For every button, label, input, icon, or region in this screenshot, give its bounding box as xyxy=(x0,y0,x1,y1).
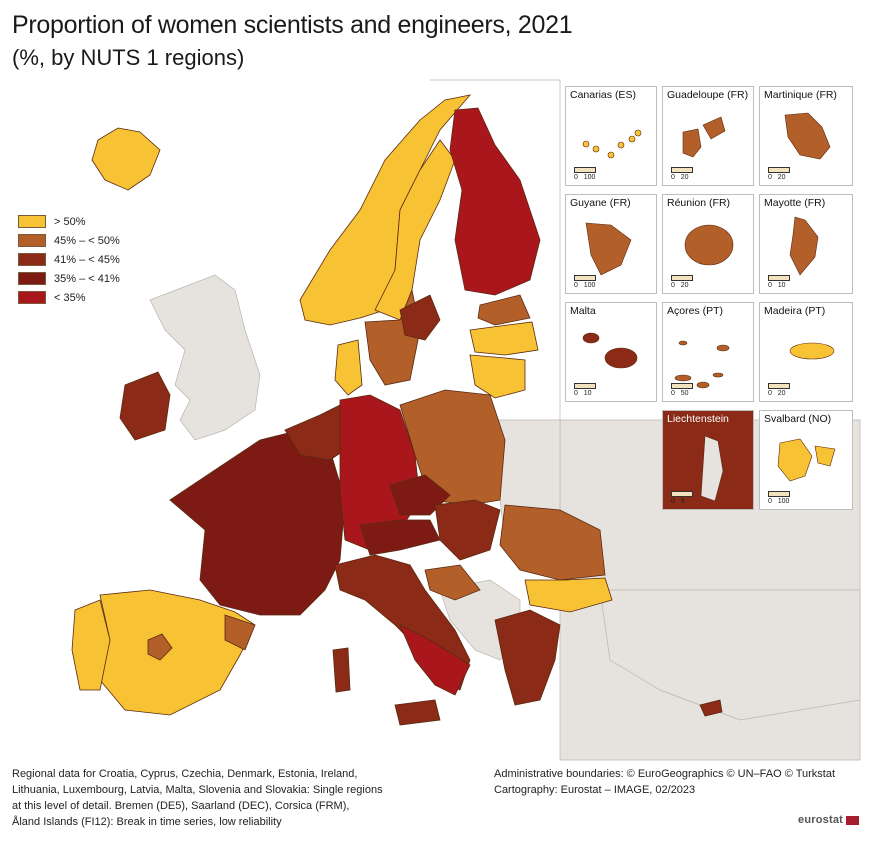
footnote-line: Åland Islands (FI12): Break in time seri… xyxy=(12,816,282,828)
scale-bar: 0 20 xyxy=(768,383,790,397)
legend-item: 35% – < 41% xyxy=(18,269,120,288)
region-hungary xyxy=(434,499,501,561)
region-italy-south xyxy=(399,624,471,696)
inset-title: Réunion (FR) xyxy=(667,197,731,209)
region-finland xyxy=(449,107,541,296)
legend-swatch xyxy=(18,215,46,228)
legend-label: 41% – < 45% xyxy=(54,253,120,266)
scale-bar: 0 5 xyxy=(671,491,693,505)
footnote-line: Lithuania, Luxembourg, Latvia, Malta, Sl… xyxy=(12,784,383,796)
region-ireland xyxy=(119,371,171,441)
region-sicily xyxy=(394,699,441,726)
eu-regions xyxy=(71,94,723,726)
scale-bar: 0 100 xyxy=(768,491,790,505)
inset-map xyxy=(784,112,831,160)
inset-title: Guyane (FR) xyxy=(570,197,631,209)
region-cyprus xyxy=(699,699,723,717)
legend-item: 41% – < 45% xyxy=(18,250,120,269)
region-croatia xyxy=(424,564,481,601)
inset-map xyxy=(789,216,819,276)
scale-bar: 0 10 xyxy=(574,383,596,397)
inset-map xyxy=(585,222,632,276)
region-estonia xyxy=(477,294,531,326)
legend-swatch xyxy=(18,272,46,285)
region-bulgaria xyxy=(524,577,613,613)
inset-title: Açores (PT) xyxy=(667,305,724,317)
inset-canarias: Canarias (ES) 0 100 xyxy=(565,86,657,186)
inset-map xyxy=(674,340,730,389)
legend-label: > 50% xyxy=(54,215,86,228)
region-sweden-stockholm xyxy=(399,294,441,341)
inset-map xyxy=(789,342,835,360)
region-lithuania xyxy=(469,354,526,399)
inset-title: Martinique (FR) xyxy=(764,89,837,101)
scale-bar: 0 10 xyxy=(768,275,790,289)
inset-map xyxy=(700,435,724,502)
scale-bar: 0 20 xyxy=(671,167,693,181)
region-norway xyxy=(299,94,472,326)
inset-map xyxy=(682,116,726,158)
inset-guadeloupe: Guadeloupe (FR) 0 20 xyxy=(662,86,754,186)
legend: > 50% 45% – < 50% 41% – < 45% 35% – < 41… xyxy=(18,212,120,307)
inset-title: Madeira (PT) xyxy=(764,305,826,317)
legend-swatch xyxy=(18,291,46,304)
inset-malta: Malta 0 10 xyxy=(565,302,657,402)
logo-mark xyxy=(846,815,859,825)
legend-item: < 35% xyxy=(18,288,120,307)
inset-reunion: Réunion (FR) 0 20 xyxy=(662,194,754,294)
region-spain xyxy=(99,589,256,716)
inset-madeira: Madeira (PT) 0 20 xyxy=(759,302,853,402)
region-austria xyxy=(359,519,441,556)
scale-bar: 0 20 xyxy=(768,167,790,181)
legend-item: > 50% xyxy=(18,212,120,231)
region-iceland xyxy=(91,127,161,191)
legend-swatch xyxy=(18,253,46,266)
region-portugal xyxy=(71,599,111,691)
scale-bar: 0 100 xyxy=(574,167,596,181)
inset-mayotte: Mayotte (FR) 0 10 xyxy=(759,194,853,294)
eurostat-logo: eurostat xyxy=(798,814,859,826)
footnote-line: Cartography: Eurostat – IMAGE, 02/2023 xyxy=(494,784,696,796)
inset-title: Svalbard (NO) xyxy=(764,413,832,425)
inset-title: Malta xyxy=(570,305,596,317)
footnote-line: at this level of detail. Bremen (DE5), S… xyxy=(12,800,350,812)
inset-map xyxy=(582,129,642,159)
legend-label: 35% – < 41% xyxy=(54,272,120,285)
region-spain-madrid xyxy=(147,633,173,661)
inset-map xyxy=(582,332,638,369)
inset-title: Mayotte (FR) xyxy=(764,197,826,209)
scale-bar: 0 20 xyxy=(671,275,693,289)
inset-liechtenstein: Liechtenstein 0 5 xyxy=(662,410,754,510)
inset-map xyxy=(684,224,734,266)
map-subtitle: (%, by NUTS 1 regions) xyxy=(12,45,245,70)
map-title: Proportion of women scientists and engin… xyxy=(12,11,573,39)
region-romania xyxy=(499,504,606,581)
footnote-line: Administrative boundaries: © EuroGeograp… xyxy=(494,768,836,780)
legend-label: 45% – < 50% xyxy=(54,234,120,247)
footnote-left: Regional data for Croatia, Cyprus, Czech… xyxy=(12,766,392,830)
footnote-right: Administrative boundaries: © EuroGeograp… xyxy=(494,766,835,798)
region-greece xyxy=(494,609,561,706)
legend-item: 45% – < 50% xyxy=(18,231,120,250)
inset-title: Canarias (ES) xyxy=(570,89,636,101)
legend-label: < 35% xyxy=(54,291,86,304)
legend-swatch xyxy=(18,234,46,247)
inset-svalbard: Svalbard (NO) 0 100 xyxy=(759,410,853,510)
region-spain-east xyxy=(224,614,256,651)
inset-map xyxy=(777,438,836,482)
region-france xyxy=(169,429,346,616)
region-denmark xyxy=(334,339,363,396)
inset-acores: Açores (PT) 0 50 xyxy=(662,302,754,402)
inset-guyane: Guyane (FR) 0 100 xyxy=(565,194,657,294)
scale-bar: 0 50 xyxy=(671,383,693,397)
region-sardinia xyxy=(332,647,351,693)
region-latvia xyxy=(469,321,539,356)
scale-bar: 0 100 xyxy=(574,275,596,289)
inset-title: Guadeloupe (FR) xyxy=(667,89,749,101)
inset-martinique: Martinique (FR) 0 20 xyxy=(759,86,853,186)
footnote-line: Regional data for Croatia, Cyprus, Czech… xyxy=(12,768,358,780)
inset-title: Liechtenstein xyxy=(667,413,729,425)
